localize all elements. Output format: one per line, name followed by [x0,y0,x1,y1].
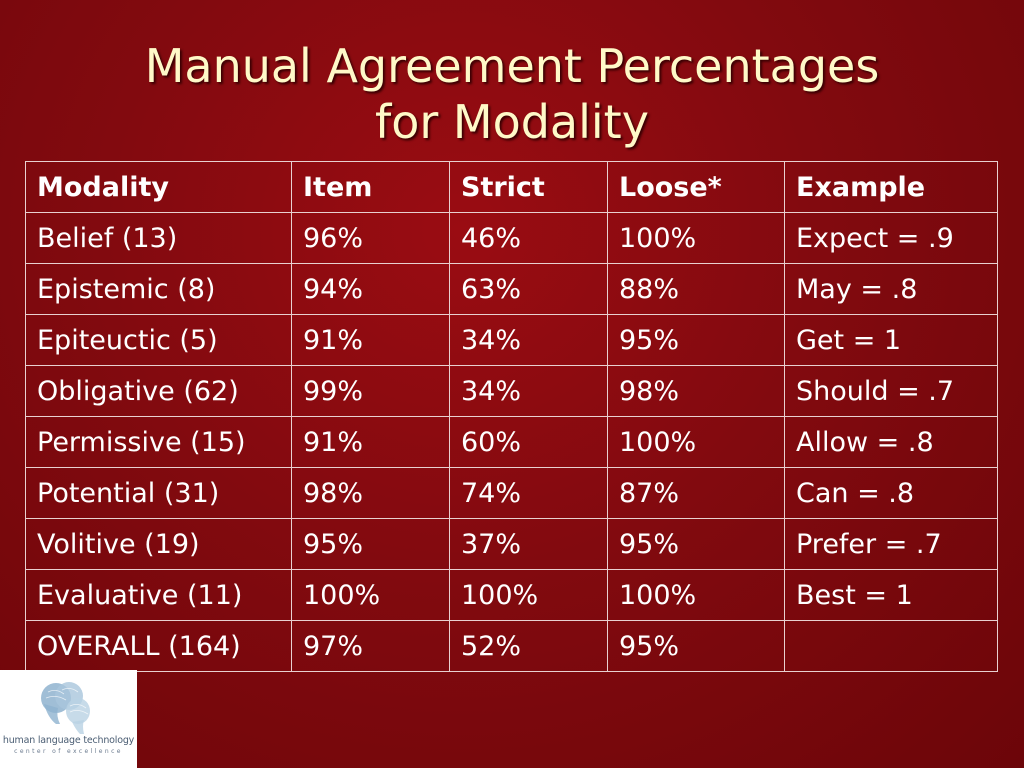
header-loose: Loose* [607,161,785,213]
cell-loose: 88% [607,263,785,315]
header-item: Item [291,161,450,213]
cell-modality: Epistemic (8) [25,263,292,315]
logo-name-text: human language technology [2,735,135,746]
cell-item: 91% [291,314,450,366]
cell-modality: Epiteuctic (5) [25,314,292,366]
slide-title: Manual Agreement Percentages for Modalit… [0,38,1024,150]
table-row: Epistemic (8) 94% 63% 88% May = .8 [25,263,998,315]
cell-example: Allow = .8 [784,416,998,468]
cell-item: 100% [291,569,450,621]
cell-example [784,620,998,672]
cell-loose: 100% [607,212,785,264]
cell-item: 94% [291,263,450,315]
cell-strict: 46% [449,212,608,264]
cell-strict: 37% [449,518,608,570]
cell-strict: 34% [449,365,608,417]
cell-example: May = .8 [784,263,998,315]
cell-loose: 95% [607,314,785,366]
logo-tagline-text: center of excellence [14,748,123,755]
cell-example: Get = 1 [784,314,998,366]
cell-modality: Belief (13) [25,212,292,264]
agreement-table: Modality Item Strict Loose* Example Beli… [25,161,998,672]
cell-item: 99% [291,365,450,417]
table-row: Epiteuctic (5) 91% 34% 95% Get = 1 [25,314,998,366]
table-row: Permissive (15) 91% 60% 100% Allow = .8 [25,416,998,468]
cell-strict: 100% [449,569,608,621]
cell-item: 91% [291,416,450,468]
cell-loose: 100% [607,569,785,621]
cell-modality: Potential (31) [25,467,292,519]
header-example: Example [784,161,998,213]
cell-strict: 34% [449,314,608,366]
cell-example: Should = .7 [784,365,998,417]
cell-modality: Evaluative (11) [25,569,292,621]
cell-example: Can = .8 [784,467,998,519]
hlt-logo: human language technology center of exce… [0,670,137,768]
cell-item: 96% [291,212,450,264]
cell-example: Best = 1 [784,569,998,621]
cell-strict: 74% [449,467,608,519]
table-header-row: Modality Item Strict Loose* Example [25,161,998,213]
cell-example: Expect = .9 [784,212,998,264]
cell-modality: Obligative (62) [25,365,292,417]
cell-item: 97% [291,620,450,672]
table-row-overall: OVERALL (164) 97% 52% 95% [25,620,998,672]
cell-loose: 100% [607,416,785,468]
table-row: Obligative (62) 99% 34% 98% Should = .7 [25,365,998,417]
cell-modality: Permissive (15) [25,416,292,468]
header-strict: Strict [449,161,608,213]
cell-example: Prefer = .7 [784,518,998,570]
cell-loose: 87% [607,467,785,519]
slide-title-line-2: for Modality [375,95,649,149]
cell-loose: 95% [607,620,785,672]
table-row: Evaluative (11) 100% 100% 100% Best = 1 [25,569,998,621]
table-row: Belief (13) 96% 46% 100% Expect = .9 [25,212,998,264]
cell-strict: 52% [449,620,608,672]
overlapping-heads-icon [41,682,90,734]
table-row: Potential (31) 98% 74% 87% Can = .8 [25,467,998,519]
cell-modality: OVERALL (164) [25,620,292,672]
header-modality: Modality [25,161,292,213]
cell-loose: 95% [607,518,785,570]
cell-item: 98% [291,467,450,519]
slide-title-line-1: Manual Agreement Percentages [144,39,880,93]
cell-strict: 60% [449,416,608,468]
cell-item: 95% [291,518,450,570]
cell-modality: Volitive (19) [25,518,292,570]
cell-loose: 98% [607,365,785,417]
cell-strict: 63% [449,263,608,315]
table-row: Volitive (19) 95% 37% 95% Prefer = .7 [25,518,998,570]
